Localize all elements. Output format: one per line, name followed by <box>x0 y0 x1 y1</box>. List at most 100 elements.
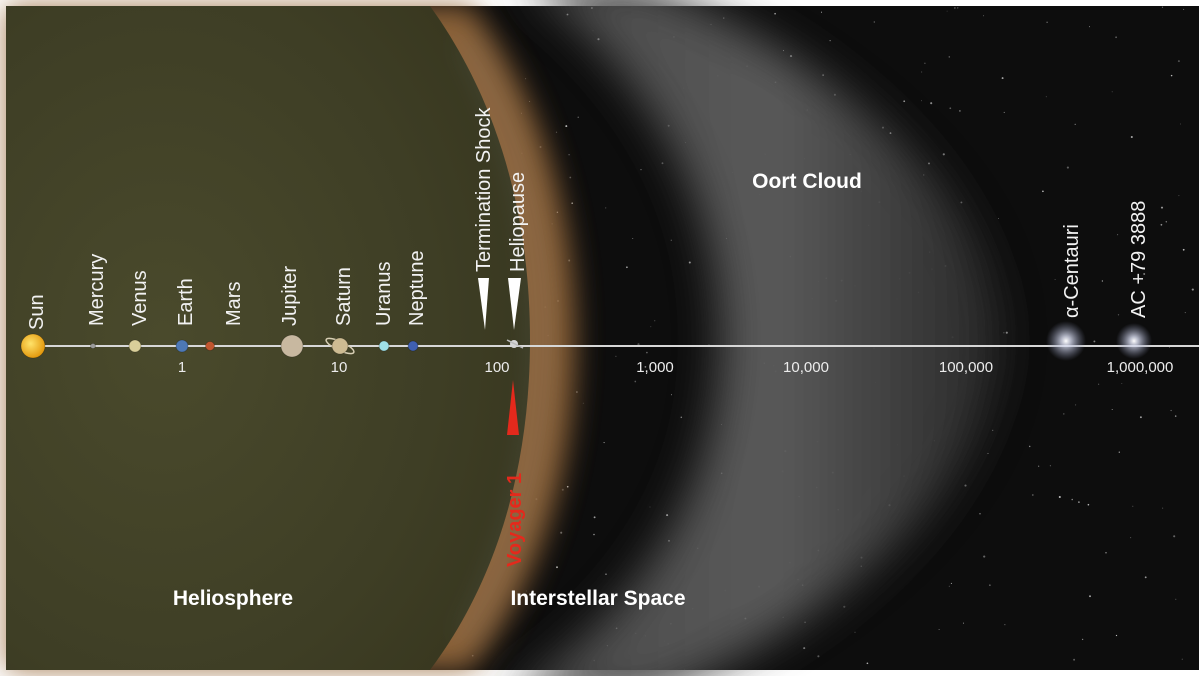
star-dot <box>637 343 639 345</box>
star-dot <box>963 623 964 624</box>
star-dot <box>583 403 584 404</box>
axis-tick-label: 10 <box>331 359 348 376</box>
interstellar-space-label: Interstellar Space <box>510 587 685 610</box>
star-dot <box>1112 91 1113 92</box>
mercury-marker <box>91 344 96 349</box>
star-dot <box>1119 452 1120 453</box>
star-dot <box>1170 410 1171 411</box>
star-dot <box>924 63 925 64</box>
star-dot <box>930 102 932 104</box>
star-dot <box>681 417 683 419</box>
jupiter-marker <box>281 335 303 357</box>
star-dot <box>593 534 595 536</box>
star-dot <box>1078 501 1080 503</box>
star-dot <box>1173 535 1175 537</box>
star-dot <box>576 391 578 393</box>
star-dot <box>604 442 605 443</box>
voyager-label: Voyager 1 <box>504 473 526 567</box>
star-dot <box>1059 496 1061 498</box>
saturn-marker <box>332 338 348 354</box>
star-dot <box>578 117 579 118</box>
axis-tick-label: 1,000,000 <box>1107 359 1174 376</box>
star-dot <box>1082 639 1083 640</box>
star-dot <box>605 207 606 208</box>
star-dot <box>562 489 564 491</box>
star-dot <box>964 485 966 487</box>
star-dot <box>1073 659 1075 661</box>
star-dot <box>1075 124 1076 125</box>
star-dot <box>1098 384 1099 385</box>
mercury-label: Mercury <box>86 254 108 326</box>
star-dot <box>1161 224 1163 226</box>
star-dot <box>1050 465 1051 466</box>
star-dot <box>1115 36 1117 38</box>
star-dot <box>1131 136 1133 138</box>
star-dot <box>1121 383 1122 384</box>
star-dot <box>1182 659 1183 660</box>
star-dot <box>790 55 792 57</box>
star-dot <box>568 154 569 155</box>
star-dot <box>1130 537 1131 538</box>
star-dot <box>949 56 951 58</box>
star-dot <box>921 100 922 101</box>
star-dot <box>1112 409 1113 410</box>
star-dot <box>1183 249 1185 251</box>
star-dot <box>1046 96 1047 97</box>
star-dot <box>983 556 985 558</box>
termination-shock-label: Termination Shock <box>473 106 495 272</box>
star-dot <box>650 326 651 327</box>
star-dot <box>646 352 648 354</box>
star-dot <box>626 266 628 268</box>
axis-tick-label: 1 <box>178 359 186 376</box>
star-dot <box>1166 221 1167 222</box>
star-dot <box>783 50 784 51</box>
star-dot <box>634 381 636 383</box>
star-dot <box>1038 466 1039 467</box>
heliosphere-region <box>6 6 530 670</box>
star-dot <box>1088 504 1090 506</box>
star-dot <box>939 629 940 630</box>
star-dot <box>529 101 530 102</box>
uranus-label: Uranus <box>373 262 395 326</box>
star-dot <box>556 132 557 133</box>
star-dot <box>983 15 984 16</box>
star-dot <box>957 7 958 8</box>
star-dot <box>874 21 875 22</box>
star-dot <box>843 606 845 608</box>
neptune-label: Neptune <box>406 250 428 326</box>
venus-label: Venus <box>129 270 151 326</box>
star-dot <box>605 573 607 575</box>
star-dot <box>954 7 955 8</box>
star-dot <box>560 532 562 534</box>
star-dot <box>723 18 724 19</box>
star-dot <box>804 621 806 623</box>
star-dot <box>1185 312 1186 313</box>
star-dot <box>1004 624 1005 625</box>
star-dot <box>1093 340 1095 342</box>
star-dot <box>1029 446 1031 448</box>
star-dot <box>830 40 831 41</box>
star-dot <box>949 107 951 109</box>
heliosphere-label: Heliosphere <box>173 587 293 610</box>
star-dot <box>632 238 633 239</box>
star-dot <box>1105 552 1106 553</box>
mars-label: Mars <box>223 282 245 326</box>
star-dot <box>556 566 558 568</box>
star-dot <box>525 78 526 79</box>
star-dot <box>979 513 980 514</box>
star-dot <box>689 261 691 263</box>
star-dot <box>988 453 989 454</box>
star-dot <box>817 655 819 657</box>
axis-tick-label: 10,000 <box>783 359 829 376</box>
star-dot <box>1145 576 1147 578</box>
star-dot <box>594 516 596 518</box>
star-dot <box>1006 332 1008 334</box>
star-dot <box>1117 234 1118 235</box>
star-dot <box>1102 280 1103 281</box>
star-dot <box>1162 7 1163 8</box>
oort-cloud-label: Oort Cloud <box>752 170 862 193</box>
star-dot <box>822 74 823 75</box>
saturn-label: Saturn <box>333 267 355 326</box>
jupiter-label: Jupiter <box>279 266 301 326</box>
